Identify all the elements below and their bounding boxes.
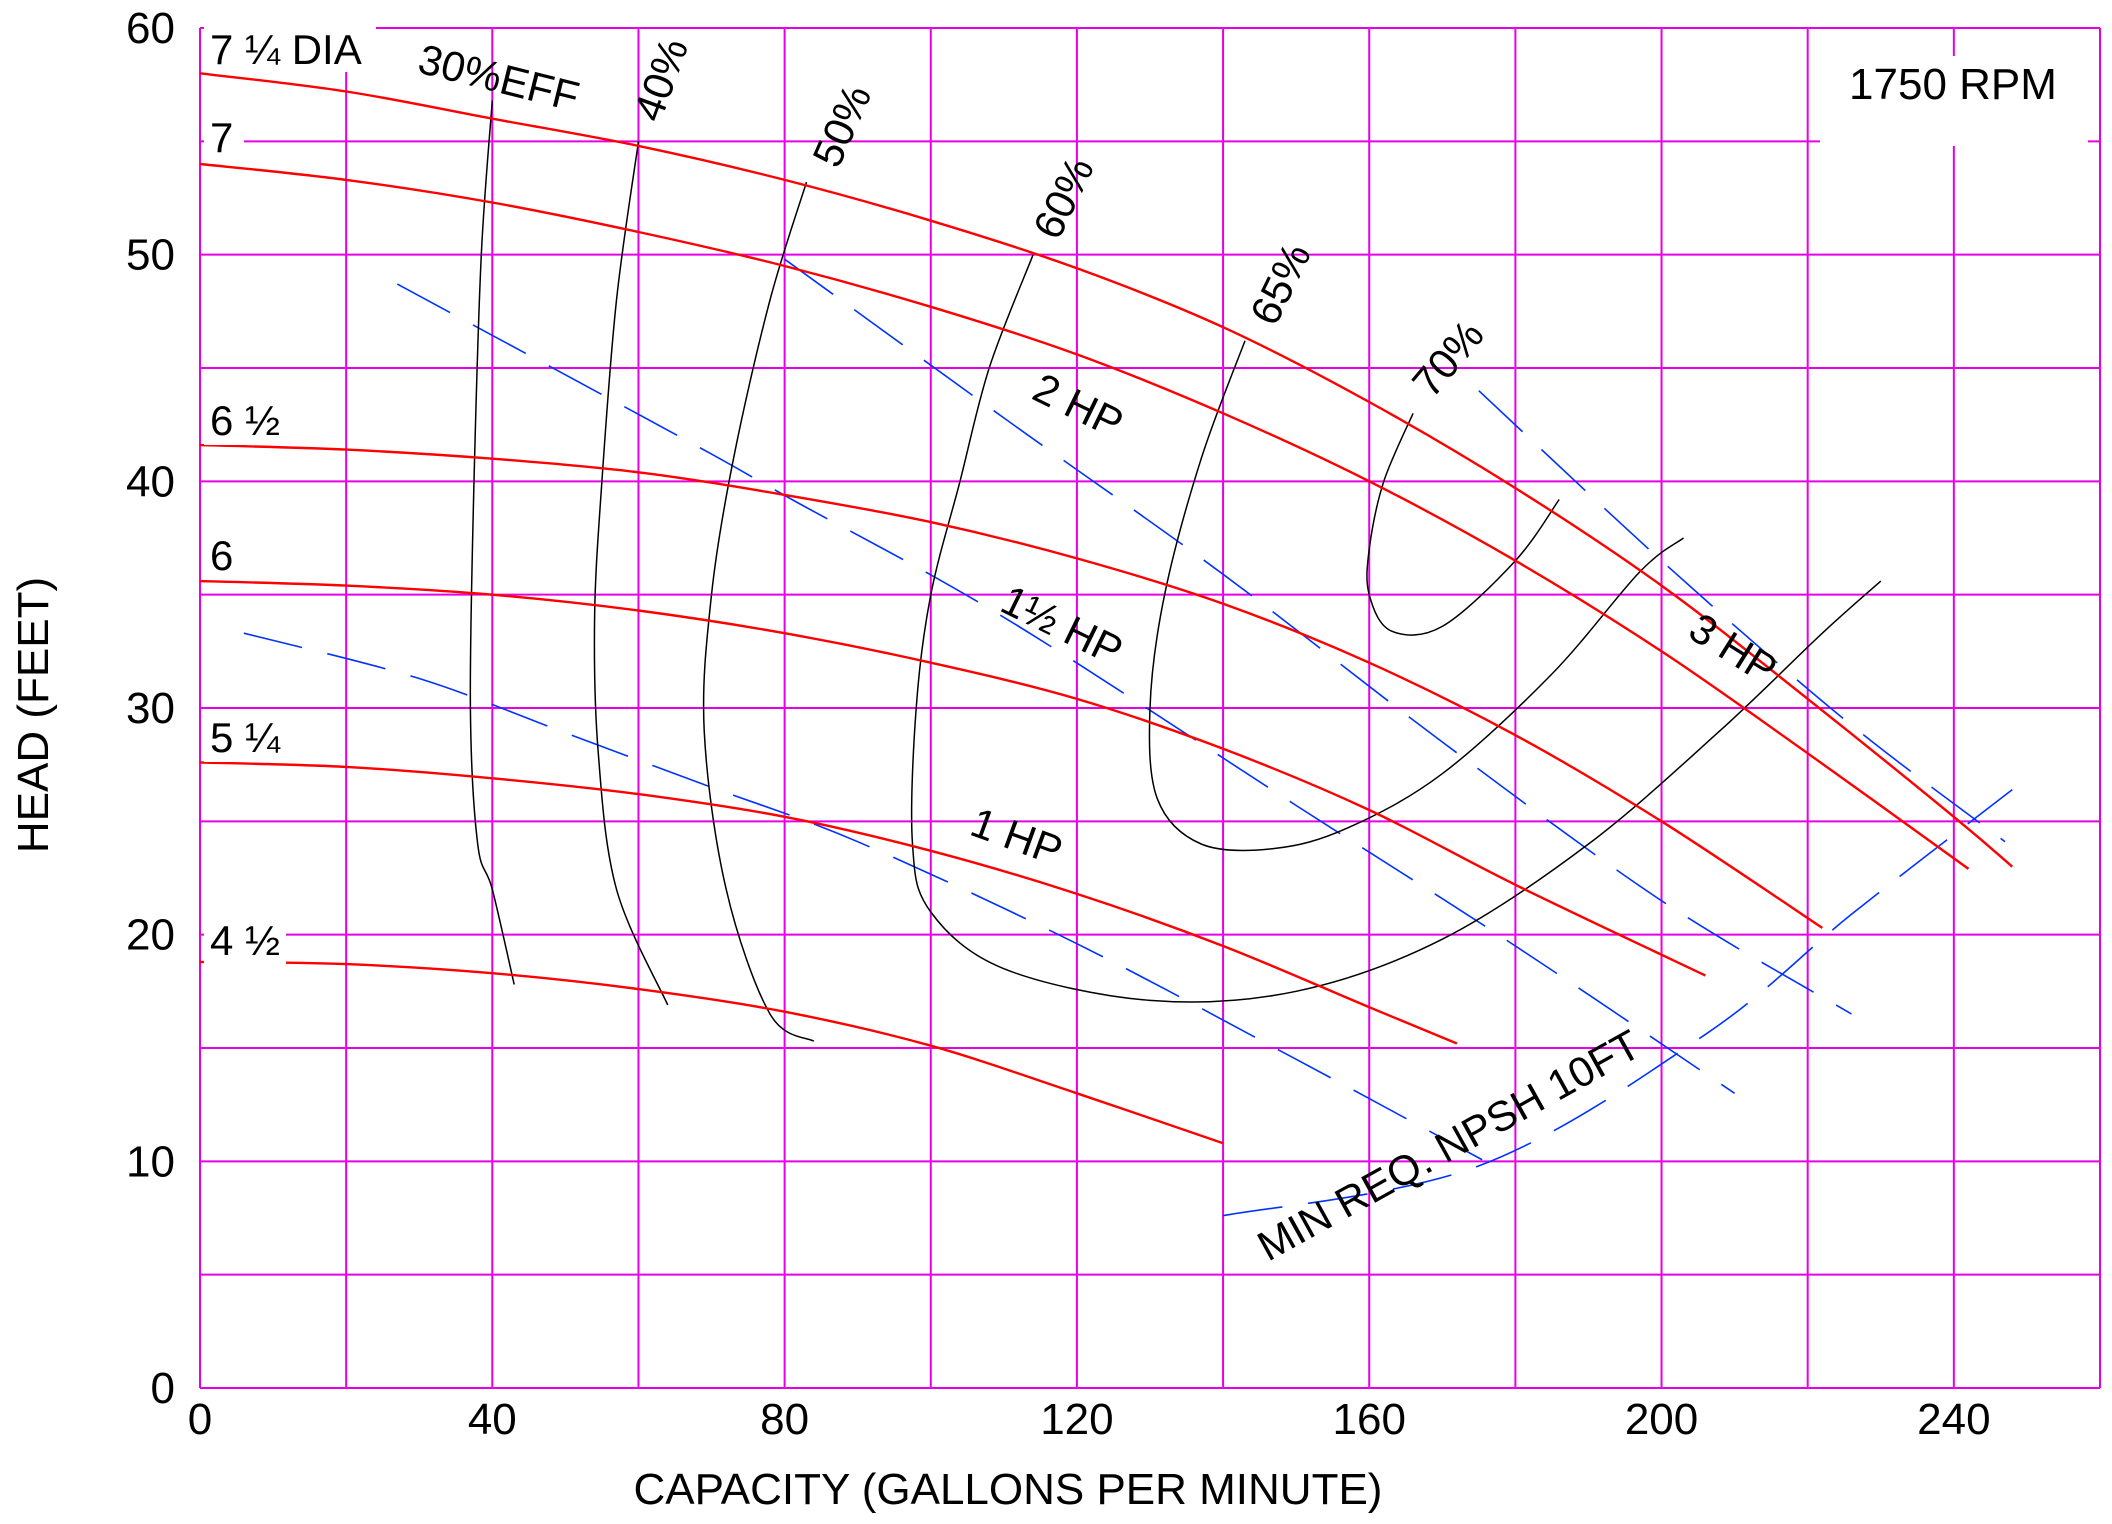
y-tick-label: 10 [126,1137,175,1186]
power-curves [243,258,2006,1167]
y-tick-labels: 0 10 20 30 40 50 60 [126,4,175,1413]
x-tick-labels: 0 40 80 120 160 200 240 [188,1395,1991,1444]
rpm-label: 1750 RPM [1849,60,2057,109]
efficiency-curve-1 [593,141,669,1006]
impeller-label-7-25: 7 ¼ DIA [210,26,362,73]
impeller-label-4-5: 4 ½ [210,917,280,964]
x-tick-label: 120 [1040,1395,1113,1444]
y-tick-label: 40 [126,457,175,506]
power-curve-1 [396,283,1736,1094]
npsh-line [1222,788,2013,1217]
efficiency-curve-2 [702,181,815,1042]
efficiency-curve-4 [1148,340,1684,852]
impeller-curve-0 [199,72,2014,868]
impeller-label-6: 6 [210,532,233,579]
y-tick-label: 50 [126,231,175,280]
impeller-curve-1 [199,162,1970,870]
npsh-curve [1222,788,2013,1217]
efficiency-curves [469,100,1882,1042]
y-tick-label: 0 [151,1364,175,1413]
power-curve-3 [243,632,1494,1167]
impeller-curves [199,72,2014,1145]
x-tick-label: 80 [760,1395,809,1444]
power-curve-2 [784,258,1852,1015]
impeller-label-5-25: 5 ¼ [210,714,281,761]
x-axis-title: CAPACITY (GALLONS PER MINUTE) [634,1465,1383,1514]
x-tick-label: 200 [1625,1395,1698,1444]
efficiency-curve-3 [910,254,1882,1003]
grid [199,27,2101,1389]
y-tick-label: 60 [126,4,175,53]
x-tick-label: 0 [188,1395,212,1444]
x-tick-label: 240 [1917,1395,1990,1444]
power-curve-0 [1478,390,2006,843]
impeller-curve-3 [199,579,1706,977]
rpm-label-bg [1820,56,2088,146]
impeller-curve-5 [199,960,1224,1145]
y-tick-label: 20 [126,911,175,960]
y-axis-title: HEAD (FEET) [9,577,58,853]
impeller-label-6-5: 6 ½ [210,397,280,444]
efficiency-curve-5 [1366,413,1560,636]
x-tick-label: 160 [1333,1395,1406,1444]
y-tick-label: 30 [126,684,175,733]
impeller-curve-2 [199,443,1823,929]
impeller-curve-4 [199,761,1458,1045]
efficiency-curve-0 [469,100,515,985]
impeller-label-7: 7 [210,114,233,161]
x-tick-label: 40 [468,1395,517,1444]
